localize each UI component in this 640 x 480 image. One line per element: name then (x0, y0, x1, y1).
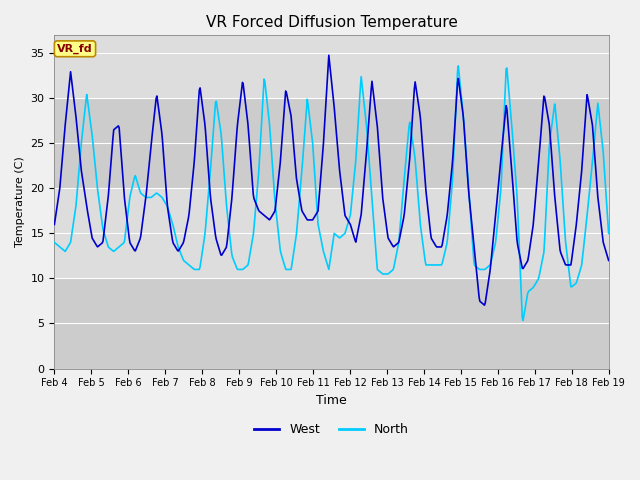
West (400, 216, 408, 221)
Bar (54, 189, 609, 278)
Line: West: West (54, 55, 609, 305)
Bar (54, 98, 609, 189)
Bar (54, 8, 609, 98)
West (605, 258, 612, 264)
North (399, 192, 406, 198)
North (51, 240, 58, 245)
North (454, 63, 462, 69)
West (416, 110, 424, 116)
West (174, 248, 182, 253)
Y-axis label: Temperature (C): Temperature (C) (15, 156, 25, 247)
Text: VR_fd: VR_fd (57, 44, 93, 54)
X-axis label: Time: Time (316, 394, 347, 407)
Bar (54, 278, 609, 369)
Title: VR Forced Diffusion Temperature: VR Forced Diffusion Temperature (205, 15, 458, 30)
Legend: West, North: West, North (250, 418, 413, 441)
West (51, 222, 58, 228)
West (325, 52, 333, 58)
North (61, 248, 68, 254)
North (415, 205, 423, 211)
North (203, 207, 211, 213)
North (519, 317, 527, 323)
North (118, 242, 125, 248)
North (174, 242, 182, 248)
Line: North: North (54, 66, 609, 320)
West (481, 302, 488, 308)
North (605, 230, 612, 236)
West (118, 156, 125, 162)
West (203, 149, 211, 155)
West (61, 131, 68, 137)
